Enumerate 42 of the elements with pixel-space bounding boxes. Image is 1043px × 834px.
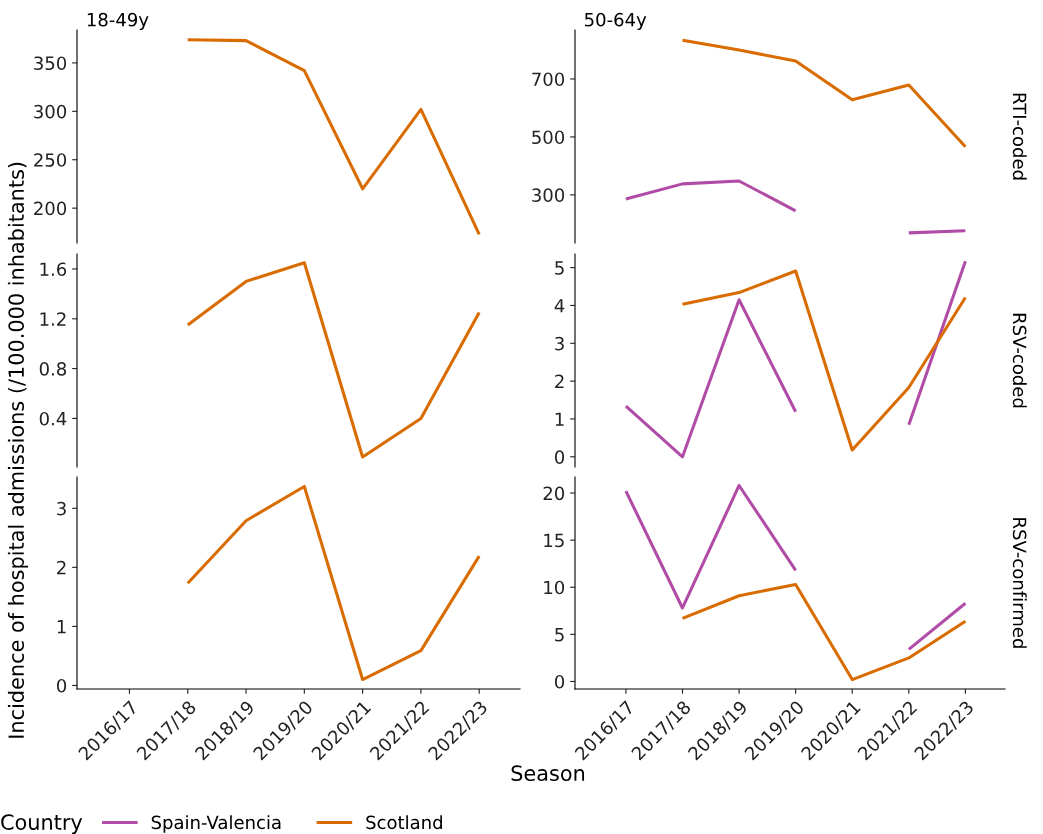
y-tick-label: 0 <box>554 674 565 689</box>
y-tick-label: 300 <box>34 104 67 119</box>
y-tick-label: 0.4 <box>39 411 67 426</box>
y-tick-label: 3 <box>555 336 564 351</box>
x-axis-title: Season <box>511 765 585 782</box>
legend-title: Country <box>1 814 83 834</box>
y-tick-label: 5 <box>555 261 564 275</box>
y-tick-label: 500 <box>532 130 565 145</box>
y-tick-label: 0 <box>56 678 67 693</box>
text: RTI-coded <box>1012 93 1027 180</box>
line-series <box>186 261 481 459</box>
line-series <box>680 582 967 682</box>
y-tick-label: 1.2 <box>40 312 66 326</box>
y-tick-label: 250 <box>34 153 67 167</box>
legend-label: Spain-Valencia <box>151 815 281 833</box>
y-tick-label: 200 <box>34 201 67 216</box>
y-tick-label: 3 <box>57 501 66 516</box>
y-tick-label: 2 <box>57 560 66 575</box>
y-tick-label: 1.6 <box>40 262 67 277</box>
chart-title: 18-49y <box>87 12 149 30</box>
y-axis-title: Incidence of hospital admissions (/100.000 inhabitants) <box>7 162 29 738</box>
y-tick-label: 4 <box>554 299 565 313</box>
line-series <box>186 38 481 236</box>
y-tick-label: 300 <box>532 188 565 203</box>
y-tick-label: 1 <box>555 412 564 426</box>
text: RSV-coded <box>1012 313 1027 408</box>
y-tick-label: 700 <box>532 72 565 87</box>
y-tick-label: 2 <box>555 374 564 388</box>
text: RSV-confirmed <box>1012 518 1027 648</box>
y-tick-label: 0 <box>554 450 565 464</box>
y-tick-label: 1 <box>57 620 66 634</box>
y-tick-label: 350 <box>34 56 67 71</box>
y-tick-label: 20 <box>543 486 565 501</box>
y-tick-label: 10 <box>544 580 565 595</box>
y-tick-label: 0.8 <box>39 362 67 376</box>
legend-label: Scotland <box>366 815 442 830</box>
line-series <box>680 269 967 452</box>
chart-title: 50-64y <box>584 12 647 30</box>
y-tick-label: 15 <box>544 533 564 548</box>
line-series <box>186 484 481 682</box>
line-series <box>680 38 967 149</box>
y-tick-label: 5 <box>555 628 564 642</box>
